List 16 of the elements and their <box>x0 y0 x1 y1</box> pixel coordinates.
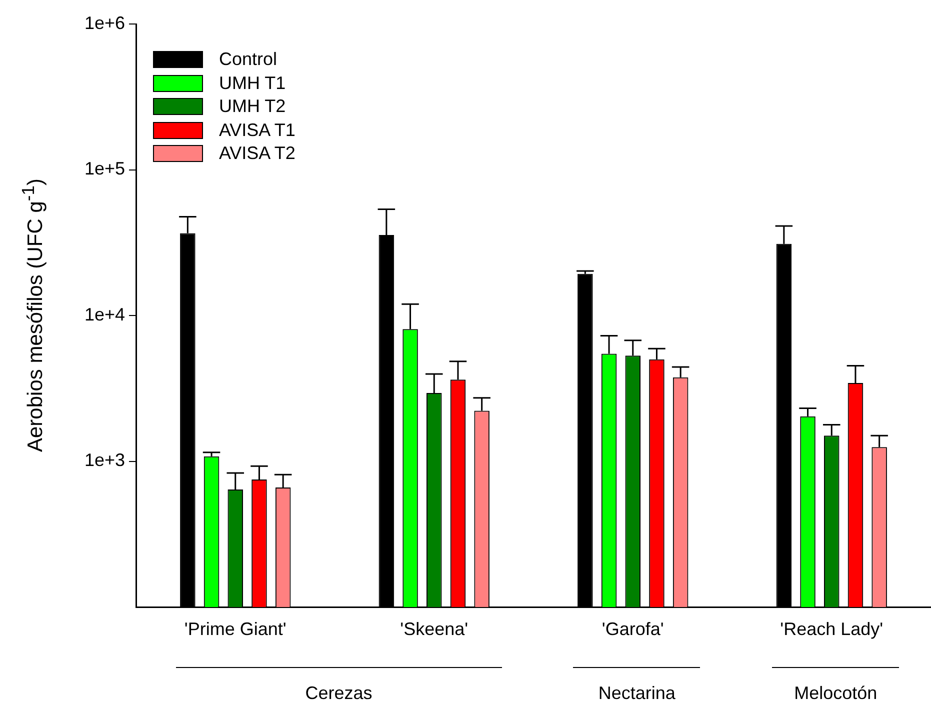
legend-label: Control <box>219 49 278 70</box>
x-tick-label: 'Prime Giant' <box>184 618 286 639</box>
y-tick-label: 1e+6 <box>84 12 125 33</box>
legend-label: AVISA T2 <box>219 143 296 164</box>
x-tick-label: 'Reach Lady' <box>780 618 884 639</box>
y-tick-label: 1e+4 <box>84 304 125 324</box>
y-tick-label: 1e+5 <box>84 158 125 179</box>
legend-label: UMH T2 <box>219 96 286 118</box>
text: Cerezas <box>305 683 372 704</box>
y-tick-label: 1e+3 <box>84 450 125 470</box>
x-tick-label: 'Skeena' <box>400 618 468 639</box>
text: Nectarina <box>598 683 676 704</box>
legend-label: AVISA T1 <box>219 120 296 141</box>
x-tick-label: 'Garofa' <box>602 618 664 639</box>
legend-label: UMH T1 <box>219 72 286 94</box>
text: Melocotón <box>794 683 878 704</box>
